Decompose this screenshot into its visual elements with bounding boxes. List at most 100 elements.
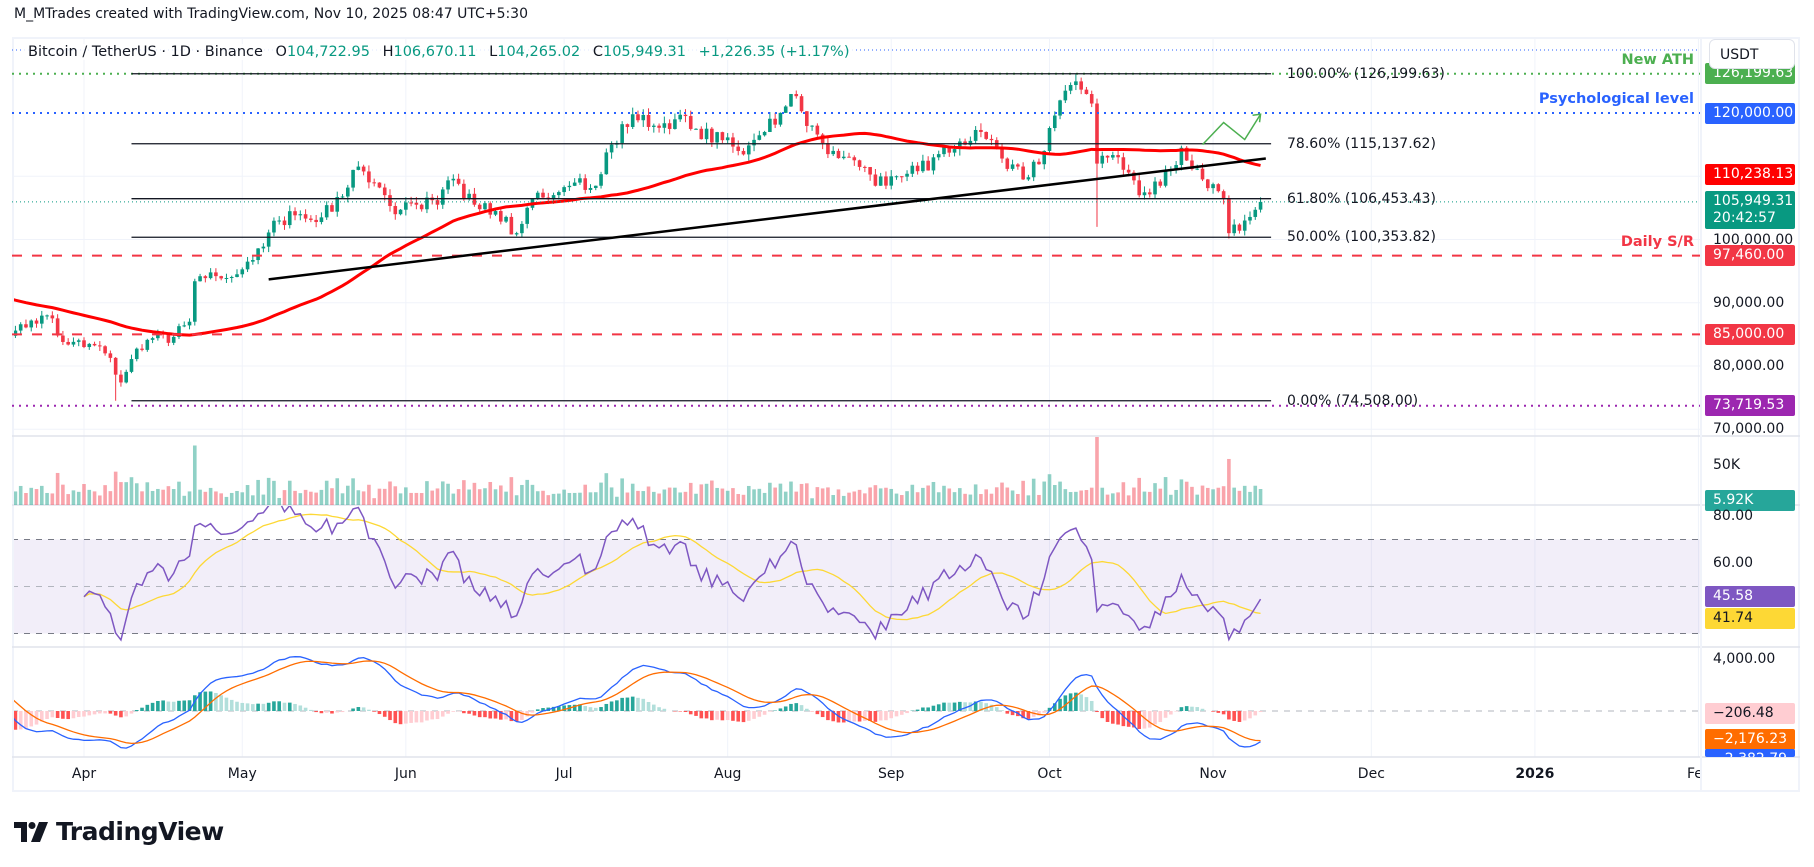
macd-histogram-bar — [583, 706, 588, 711]
candle-body — [1100, 155, 1105, 164]
candle-body — [409, 202, 413, 204]
candle-body — [393, 206, 398, 215]
volume-bar — [224, 496, 229, 505]
volume-bar — [994, 487, 999, 505]
macd-histogram-bar — [873, 711, 878, 722]
volume-bar — [736, 494, 741, 505]
macd-histogram-bar — [24, 711, 28, 729]
currency-button[interactable]: USDT — [1709, 39, 1795, 69]
axis-price-badge: 97,460.00 — [1705, 245, 1795, 267]
volume-bar — [29, 487, 34, 505]
candle-body — [1163, 170, 1168, 186]
candle-body — [794, 94, 799, 97]
macd-histogram-bar — [741, 711, 746, 723]
candle-body — [1116, 155, 1120, 158]
volume-bar — [567, 492, 572, 505]
candle-body — [857, 160, 862, 167]
volume-bar — [1163, 477, 1168, 505]
volume-bar — [3, 488, 7, 505]
macd-histogram-bar — [1253, 711, 1258, 716]
volume-bar — [562, 489, 566, 505]
volume-bar — [641, 491, 646, 505]
macd-histogram-bar — [1037, 711, 1041, 716]
volume-bar — [119, 482, 123, 505]
candle-body — [1253, 209, 1258, 217]
volume-bar — [773, 487, 777, 505]
macd-histogram-bar — [1068, 693, 1073, 711]
macd-histogram-bar — [657, 707, 661, 711]
candle-body — [314, 219, 318, 223]
volume-bar — [1184, 481, 1189, 505]
candle-body — [1242, 220, 1247, 231]
x-axis-label: Jul — [555, 766, 573, 782]
fib-level-label: 61.80% (106,453.43) — [1287, 190, 1436, 207]
macd-histogram-bar — [899, 711, 904, 715]
macd-histogram-bar — [372, 711, 376, 712]
volume-bar — [683, 491, 688, 505]
macd-histogram-bar — [1074, 692, 1078, 711]
macd-histogram-bar — [92, 711, 97, 715]
volume-bar — [282, 490, 287, 505]
candle-body — [166, 334, 171, 343]
macd-histogram-bar — [166, 701, 171, 711]
volume-bar — [1242, 485, 1247, 505]
macd-histogram-bar — [45, 711, 49, 720]
volume-bar — [504, 491, 508, 505]
macd-histogram-bar — [1163, 711, 1168, 718]
candle-body — [309, 218, 313, 220]
volume-bar — [382, 488, 387, 505]
candle-body — [192, 281, 197, 322]
tradingview-logo[interactable]: TradingView — [14, 817, 224, 846]
macd-histogram-bar — [330, 711, 334, 714]
macd-histogram-bar — [1042, 711, 1047, 713]
volume-bar — [145, 482, 150, 505]
volume-bar — [625, 492, 630, 505]
rsi-ma-line — [83, 513, 1261, 621]
volume-bar — [1153, 483, 1157, 505]
volume-bars — [3, 437, 1263, 505]
volume-bar — [235, 490, 239, 505]
symbol-legend[interactable]: Bitcoin / TetherUS · 1D · Binance O104,7… — [24, 44, 854, 60]
volume-bar — [1058, 481, 1062, 505]
candle-body — [609, 144, 614, 153]
macd-histogram-bar — [1121, 711, 1126, 727]
candle-body — [1058, 100, 1062, 116]
macd-histogram-bar — [863, 711, 867, 721]
candle-body — [1227, 198, 1231, 234]
volume-bar — [1068, 492, 1073, 505]
candle-body — [841, 156, 846, 159]
volume-bar — [124, 482, 129, 505]
candle-body — [926, 160, 930, 171]
candle-body — [493, 211, 498, 215]
candle-body — [662, 123, 667, 128]
volume-bar — [1100, 487, 1105, 505]
macd-histogram-bar — [620, 697, 624, 711]
macd-histogram-bar — [599, 707, 603, 711]
candle-body — [377, 182, 382, 188]
macd-histogram-bar — [103, 711, 107, 714]
macd-histogram-bar — [731, 711, 735, 721]
volume-bar — [541, 490, 545, 505]
symbol-title[interactable]: Bitcoin / TetherUS · 1D · Binance — [28, 44, 263, 60]
volume-bar — [488, 481, 493, 505]
volume-bar — [1205, 487, 1210, 505]
x-axis-label: 2026 — [1515, 766, 1555, 782]
macd-histogram-bar — [593, 707, 598, 711]
macd-histogram-bar — [778, 708, 783, 711]
macd-histogram-bar — [609, 701, 614, 711]
volume-bar — [905, 491, 909, 505]
axis-price-badge: 105,949.31 20:42:57 — [1705, 191, 1795, 230]
candle-body — [330, 205, 334, 212]
candle-body — [588, 187, 593, 190]
macd-histogram-bar — [915, 709, 920, 711]
volume-bar — [1116, 492, 1120, 505]
candle-body — [699, 128, 704, 140]
candle-body — [620, 124, 624, 143]
volume-bar — [192, 445, 197, 505]
volume-bar — [87, 489, 92, 505]
candle-body — [287, 211, 292, 226]
moving-average-line — [14, 131, 1261, 337]
candle-body — [224, 277, 229, 279]
volume-bar — [361, 491, 366, 505]
